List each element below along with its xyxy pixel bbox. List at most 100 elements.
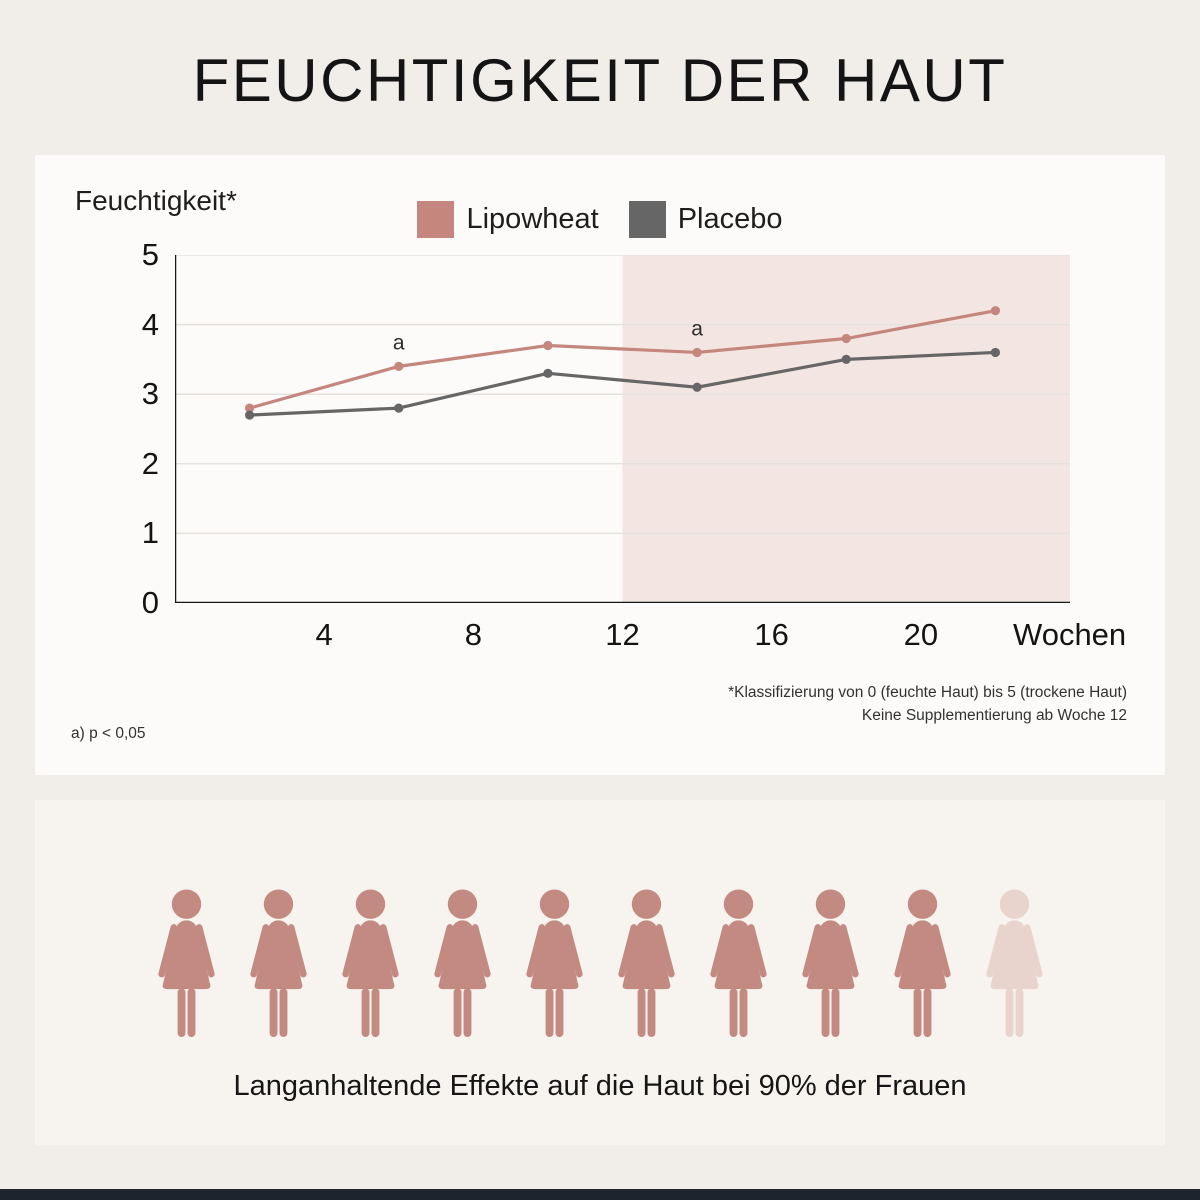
legend-swatch-placebo (628, 201, 666, 238)
woman-figure (525, 889, 583, 1037)
point-Placebo (543, 368, 553, 378)
woman-figure (801, 889, 859, 1037)
significance-marker: a (691, 317, 703, 340)
figure-arm-left (433, 924, 453, 978)
point-Lipowheat (244, 403, 255, 413)
chart-svg: aa (173, 254, 1070, 605)
y-tick-label: 0 (141, 585, 159, 620)
y-tick-label: 2 (141, 445, 159, 481)
figure-arm-right (655, 924, 675, 978)
woman-figure (985, 889, 1043, 1037)
legend-item-placebo: Placebo (628, 201, 783, 238)
figure-leg-right (1015, 988, 1023, 1037)
figure-head (171, 889, 201, 919)
y-tick-label: 1 (141, 515, 159, 551)
x-tick-label: 8 (464, 617, 482, 652)
footnote-classification: *Klassifizierung von 0 (feuchte Haut) bi… (728, 684, 1127, 701)
figure-arm-right (379, 924, 399, 978)
point-Lipowheat (990, 306, 1001, 316)
y-tick-label: 3 (141, 376, 159, 412)
x-tick-label: 20 (903, 617, 939, 652)
figure-leg-left (453, 988, 461, 1037)
point-Lipowheat (692, 347, 702, 358)
figure-arm-left (801, 924, 821, 978)
line-Placebo (249, 350, 996, 417)
legend-item-lipowheat: Lipowheat (417, 201, 599, 238)
legend-swatch-lipowheat (417, 201, 455, 238)
point-Placebo (990, 347, 1001, 358)
point-Lipowheat (543, 340, 553, 351)
chart-footnotes: *Klassifizierung von 0 (feuchte Haut) bi… (728, 681, 1127, 728)
woman-figure (893, 889, 951, 1037)
legend-label-lipowheat: Lipowheat (466, 203, 599, 235)
woman-figure (249, 889, 307, 1037)
figure-arm-left (617, 924, 637, 978)
figure-arm-right (195, 924, 215, 978)
figure-head (723, 889, 753, 919)
point-Lipowheat (841, 333, 851, 344)
figure-arm-left (985, 924, 1005, 978)
figure-arm-right (747, 924, 767, 978)
figure-leg-left (637, 988, 645, 1037)
figure-leg-right (371, 988, 379, 1037)
figure-arm-left (893, 924, 913, 978)
figure-leg-right (647, 988, 655, 1037)
figure-head (539, 889, 569, 919)
figure-head (355, 889, 385, 919)
x-axis-title: Wochen (1013, 617, 1127, 652)
x-tick-label: 4 (315, 617, 333, 652)
figure-leg-right (555, 988, 563, 1037)
women-figures-row (35, 886, 1165, 1046)
figure-leg-right (279, 988, 287, 1037)
figure-leg-right (831, 988, 839, 1037)
figure-leg-right (923, 988, 931, 1037)
figure-leg-left (545, 988, 553, 1037)
result-card: Langanhaltende Effekte auf die Haut bei … (35, 800, 1165, 1145)
x-tick-label: 16 (754, 617, 789, 652)
figure-arm-right (471, 924, 491, 978)
point-Lipowheat (394, 361, 404, 371)
figure-arm-right (287, 924, 307, 978)
figure-arm-left (341, 924, 361, 978)
figure-leg-left (913, 988, 921, 1037)
figure-leg-left (821, 988, 829, 1037)
x-axis-ticks: 4 8 12 16 20 (175, 617, 1070, 659)
figure-leg-left (1005, 988, 1013, 1037)
footnote-significance: a) p < 0,05 (71, 725, 146, 742)
figure-arm-right (839, 924, 859, 978)
figure-arm-left (249, 924, 269, 978)
legend-label-placebo: Placebo (677, 203, 783, 235)
figure-leg-right (463, 988, 471, 1037)
figure-arm-left (525, 924, 545, 978)
figure-leg-left (361, 988, 369, 1037)
woman-figure (341, 889, 399, 1037)
point-Placebo (692, 382, 702, 392)
point-Placebo (394, 403, 404, 413)
figure-leg-right (187, 988, 195, 1037)
figure-head (447, 889, 477, 919)
woman-figure (433, 889, 491, 1037)
chart-legend: Lipowheat Placebo (35, 201, 1165, 238)
figure-head (999, 889, 1029, 919)
figure-leg-left (269, 988, 277, 1037)
footnote-supplementation: Keine Supplementierung ab Woche 12 (861, 707, 1127, 725)
figure-arm-right (931, 924, 951, 978)
point-Placebo (841, 354, 851, 364)
figure-head (815, 889, 845, 919)
figure-arm-left (709, 924, 729, 978)
y-tick-label: 4 (141, 306, 159, 342)
woman-figure (709, 889, 767, 1037)
figure-arm-right (563, 924, 583, 978)
page-title: FEUCHTIGKEIT DER HAUT (192, 47, 1008, 114)
y-axis-title: Feuchtigkeit* (75, 185, 237, 216)
significance-marker: a (393, 331, 405, 354)
bottom-bar (0, 1189, 1200, 1200)
point-Placebo (244, 410, 255, 420)
figure-head (263, 889, 293, 919)
y-tick-label: 5 (141, 237, 159, 272)
line-Lipowheat (249, 309, 996, 410)
result-caption: Langanhaltende Effekte auf die Haut bei … (233, 1070, 967, 1102)
